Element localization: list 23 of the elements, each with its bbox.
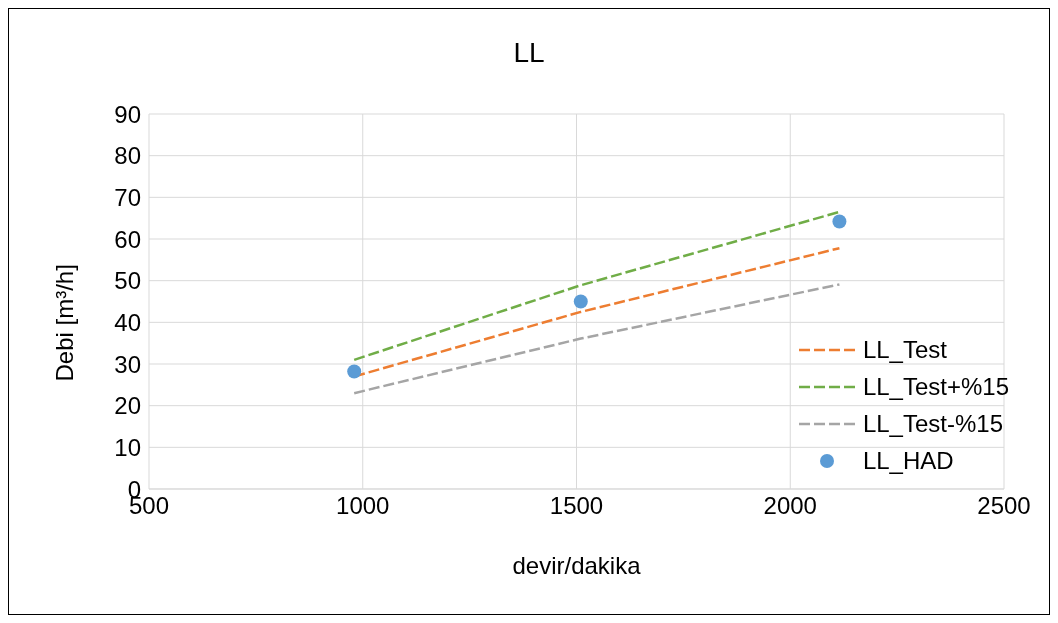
y-tick-label: 70 [114,183,141,211]
point [347,364,362,379]
y-tick-label: 20 [114,392,141,420]
x-tick-label: 1500 [549,492,604,520]
x-tick-label: 2500 [977,492,1031,520]
legend-label: LL_Test-%15 [862,409,1003,438]
y-tick-label: 80 [114,142,141,170]
point [832,214,847,229]
x-tick-label: 1000 [336,492,390,520]
point [573,294,588,309]
y-axis-title: Debi [m³/h] [50,264,78,382]
y-tick-label: 10 [114,433,141,461]
x-axis-title: devir/dakika [512,552,642,579]
y-tick-label: 40 [114,308,141,336]
y-tick-label: 90 [114,100,141,128]
legend-label: LL_Test+%15 [862,372,1009,401]
chart-title: LL [512,37,546,69]
y-tick-label: 50 [114,267,141,295]
y-tick-label: 60 [114,225,141,253]
y-tick-label: 30 [114,350,141,378]
legend-label: LL_Test [862,335,947,364]
legend-label: LL_HAD [862,446,954,475]
x-tick-label: 2000 [763,492,817,520]
